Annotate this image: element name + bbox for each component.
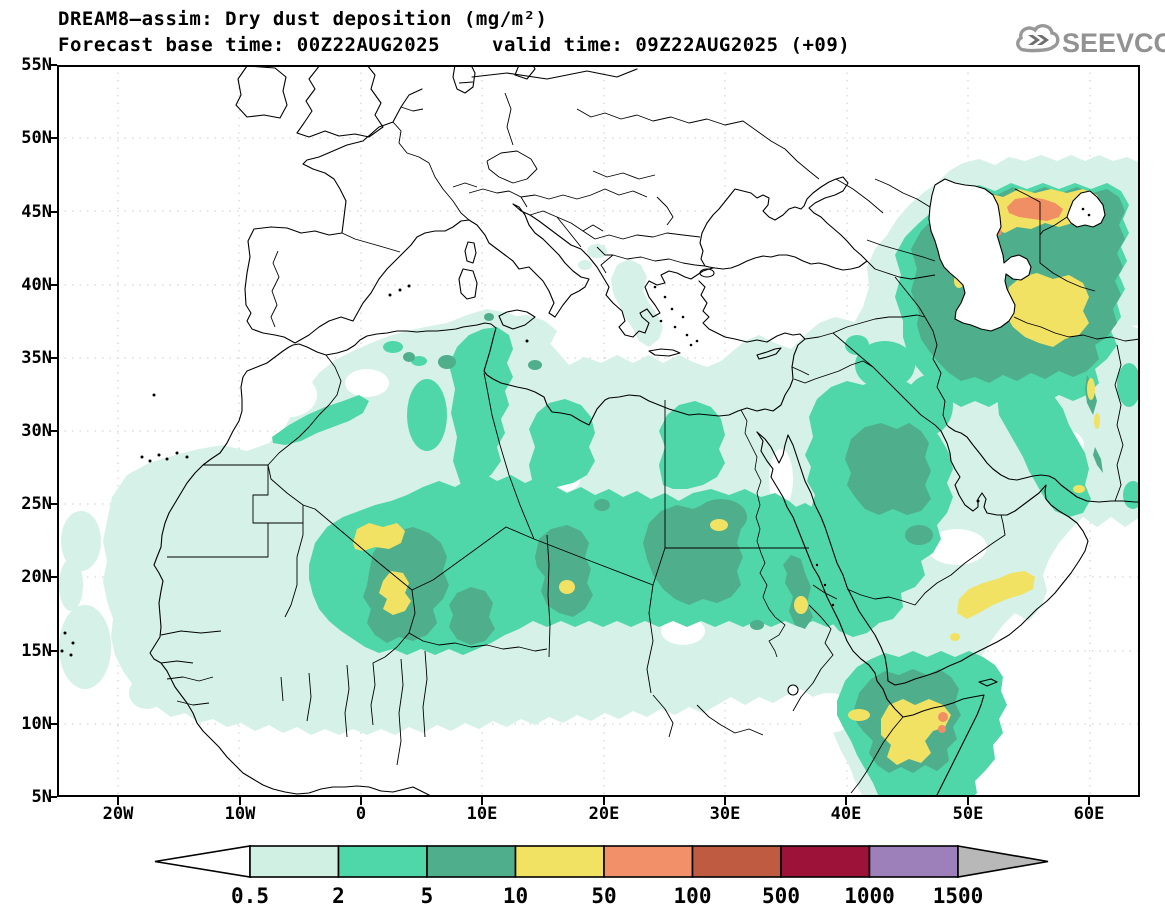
chart-title: DREAM8—assim: Dry dust deposition (mg/m²…: [58, 8, 548, 30]
y-tick: [49, 723, 57, 725]
lat-label: 25N: [21, 494, 52, 514]
y-tick: [49, 211, 57, 213]
coast-ireland: [235, 65, 288, 119]
forecast-time-line: Forecast base time: 00Z22AUG2025 valid ti…: [58, 34, 850, 56]
island-sardinia: [458, 268, 478, 300]
colorbar-segment: [337, 845, 428, 878]
y-tick: [49, 64, 57, 66]
coastlines: [149, 64, 1141, 798]
caspian-sea: [928, 178, 1032, 332]
lake-tana: [787, 684, 799, 696]
coast-britain: [296, 64, 384, 138]
island-sicily: [498, 309, 536, 330]
lon-label: 10W: [224, 804, 256, 824]
lat-label: 50N: [21, 128, 52, 148]
lon-label: 20E: [588, 804, 620, 824]
coast-sweden-tip: [514, 64, 536, 80]
colorbar-segment: [603, 845, 694, 878]
island-cyprus: [756, 347, 782, 360]
coast-iran-gulf: [948, 426, 1141, 503]
coast-arabia: [756, 430, 1089, 686]
colorbar-label: 1000: [844, 884, 895, 907]
map-frame: [57, 65, 1140, 797]
map-area: [57, 64, 1143, 798]
lat-label: 15N: [21, 641, 52, 661]
x-tick: [481, 797, 483, 805]
colorbar-left-arrow: [154, 845, 251, 878]
colorbar-segment: [426, 845, 517, 878]
y-tick: [49, 430, 57, 432]
seevccc-logo: SEEVCCC: [1014, 22, 1165, 62]
island-crete: [648, 348, 681, 357]
colorbar-label: 100: [674, 884, 712, 907]
valid-time-text: valid time: 09Z22AUG2025 (+09): [492, 34, 851, 56]
lat-label: 5N: [31, 787, 52, 807]
country-borders: [160, 81, 1141, 794]
x-tick: [360, 797, 362, 805]
y-tick: [49, 284, 57, 286]
colorbar-segment: [514, 845, 605, 878]
y-tick: [49, 576, 57, 578]
rivers: [740, 409, 786, 658]
lon-label: 10E: [466, 804, 498, 824]
x-tick: [117, 797, 119, 805]
colorbar-label: 2: [332, 884, 345, 907]
lon-label: 0: [355, 804, 367, 824]
lat-label: 10N: [21, 714, 52, 734]
coast-turkey-africa: [149, 280, 806, 798]
colorbar-label: 50: [591, 884, 616, 907]
colorbar-label: 1500: [933, 884, 984, 907]
lon-label: 60E: [1073, 804, 1105, 824]
colorbar-segment: [868, 845, 959, 878]
x-tick: [967, 797, 969, 805]
colorbar-right-arrow: [957, 845, 1049, 878]
colorbar-label: 10: [503, 884, 528, 907]
aral-sea: [1066, 190, 1106, 228]
lat-label: 20N: [21, 567, 52, 587]
seas: [699, 176, 1106, 696]
lon-label: 50E: [952, 804, 984, 824]
x-tick: [239, 797, 241, 805]
lon-label: 20W: [102, 804, 134, 824]
coast-baltic: [471, 68, 638, 80]
black-sea: [699, 176, 868, 271]
lon-label: 40E: [830, 804, 862, 824]
coast-denmark: [452, 64, 476, 94]
island-socotra: [978, 678, 998, 687]
lat-label: 55N: [21, 55, 52, 75]
colorbar-label: 500: [762, 884, 800, 907]
cloud-icon: [1016, 24, 1060, 53]
x-tick: [603, 797, 605, 805]
logo-text: SEEVCCC: [1062, 28, 1165, 58]
coast-europe-atlantic-med: [244, 88, 714, 344]
island-corsica: [464, 241, 477, 264]
base-time-text: Forecast base time: 00Z22AUG2025: [58, 34, 441, 56]
colorbar-segment: [691, 845, 782, 878]
y-tick: [49, 796, 57, 798]
nile-river: [740, 409, 786, 658]
map-svg: [57, 64, 1143, 798]
colorbar-segment: [780, 845, 871, 878]
colorbar-label: 5: [421, 884, 434, 907]
lat-label: 45N: [21, 202, 52, 222]
coast-redsea-africa-somalia: [756, 431, 985, 798]
y-tick: [49, 357, 57, 359]
x-tick: [845, 797, 847, 805]
x-tick: [724, 797, 726, 805]
colorbar: 0.5 2 5 10 50 100 500 1000 1500: [140, 841, 1060, 907]
colorbar-segment: [249, 845, 340, 878]
y-tick: [49, 650, 57, 652]
y-tick: [49, 137, 57, 139]
x-tick: [1088, 797, 1090, 805]
lon-label: 30E: [709, 804, 741, 824]
lat-label: 40N: [21, 275, 52, 295]
lat-label: 35N: [21, 348, 52, 368]
colorbar-svg: 0.5 2 5 10 50 100 500 1000 1500: [154, 845, 1049, 907]
y-tick: [49, 503, 57, 505]
lat-label: 30N: [21, 421, 52, 441]
small-islands: [60, 207, 1091, 657]
colorbar-label: 0.5: [231, 884, 269, 907]
